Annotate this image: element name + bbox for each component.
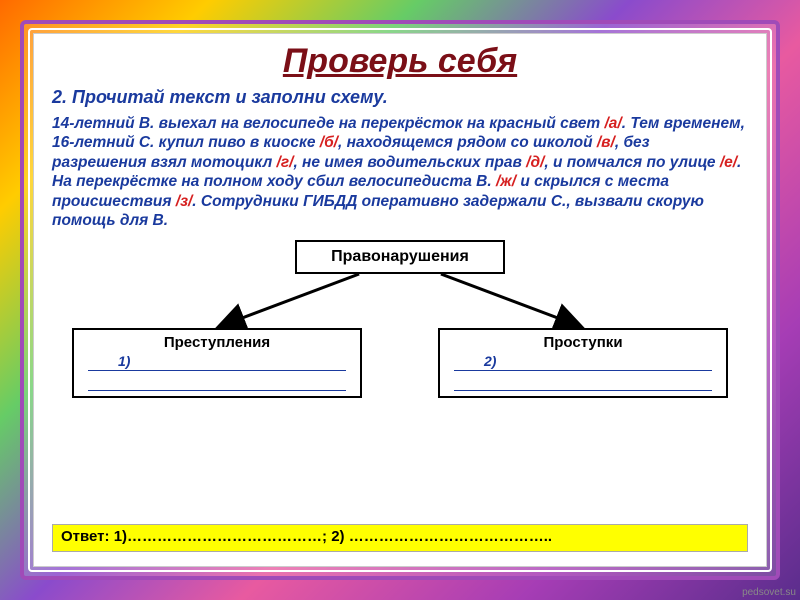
text-seg: . [737,154,741,171]
task-paragraph: 14-летний В. выехал на велосипеде на пер… [52,114,748,230]
text-seg: , не имея водительских прав [293,154,526,171]
answer-prefix: Ответ: 1) [61,528,127,545]
page-title: Проверь себя [52,42,748,81]
task-subtitle: 2. Прочитай текст и заполни схему. [52,87,748,108]
marker-zh: /ж/ [496,173,516,190]
marker-v: /в/ [597,134,615,151]
marker-e: /е/ [720,154,737,171]
diagram-right-label: Проступки [440,334,726,351]
text-seg: На перекрёстке на полном ходу сбил велос… [52,173,496,190]
marker-d: /д/ [526,154,544,171]
frame-mid: Проверь себя 2. Прочитай текст и заполни… [28,28,772,572]
diagram-root-node: Правонарушения [295,240,505,274]
diagram-left-label: Преступления [74,334,360,351]
diagram-right-node: Проступки 2) [438,328,728,398]
diagram-left-node: Преступления 1) [72,328,362,398]
answer-dots2: ………………………………….. [349,528,552,545]
diagram: Правонарушения Преступления 1) Проступки… [52,240,748,410]
diagram-left-num: 1) [118,353,130,369]
diagram-right-line2 [454,371,712,391]
answer-sep: ; 2) [322,528,349,545]
frame-outer: Проверь себя 2. Прочитай текст и заполни… [20,20,780,580]
diagram-left-line1: 1) [88,351,346,371]
watermark: pedsovet.su [742,587,796,598]
marker-a: /а/ [604,115,621,132]
diagram-root-label: Правонарушения [331,248,469,265]
marker-b: /б/ [320,134,338,151]
content-panel: Проверь себя 2. Прочитай текст и заполни… [33,33,767,567]
answer-dots1: ………………………………… [127,528,322,545]
text-seg: 14-летний В. выехал на велосипеде на пер… [52,115,604,132]
diagram-right-line1: 2) [454,351,712,371]
answer-bar: Ответ: 1)…………………………………; 2) …………………………………… [52,524,748,552]
text-seg: , и помчался по улице [544,154,719,171]
diagram-right-num: 2) [484,353,496,369]
diagram-left-line2 [88,371,346,391]
marker-z: /з/ [176,193,193,210]
text-seg: , находящемся рядом со школой [338,134,597,151]
marker-g: /г/ [277,154,294,171]
